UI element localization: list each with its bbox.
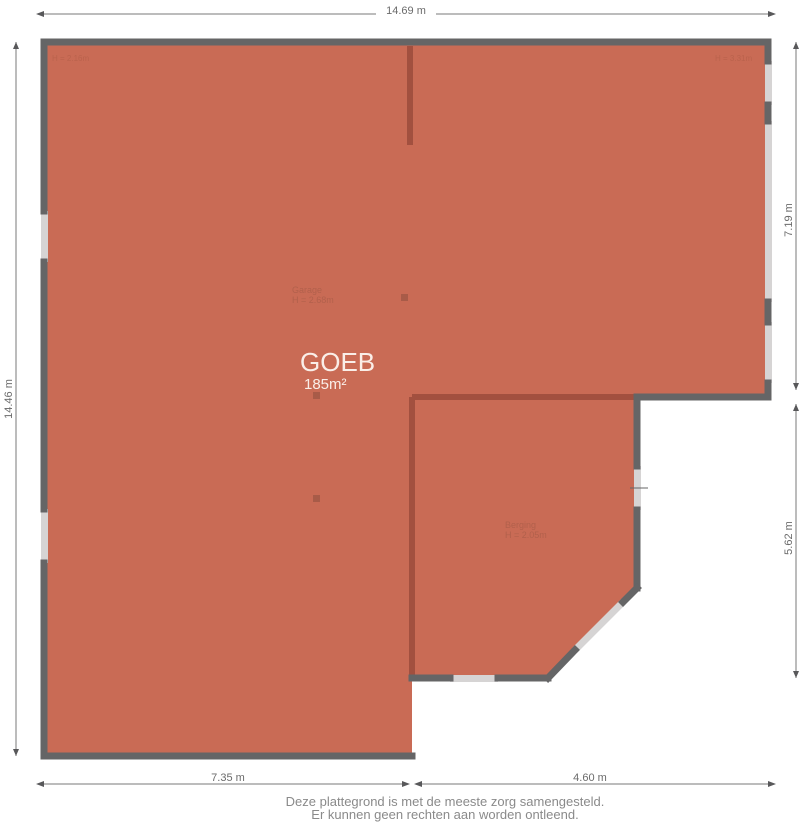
svg-text:185m²: 185m² [304,376,347,393]
svg-text:H = 3.31m: H = 3.31m [715,54,752,63]
svg-text:GOEB: GOEB [300,347,375,377]
svg-text:H = 2.16m: H = 2.16m [52,54,89,63]
svg-text:H = 2.05m: H = 2.05m [505,530,547,540]
svg-text:Garage: Garage [292,285,322,295]
svg-text:Berging: Berging [505,520,536,530]
svg-text:7.35 m: 7.35 m [211,772,245,784]
svg-text:14.46 m: 14.46 m [3,379,15,419]
svg-text:14.69 m: 14.69 m [386,5,426,17]
svg-text:7.19 m: 7.19 m [783,203,795,237]
svg-text:Er kunnen geen rechten aan wor: Er kunnen geen rechten aan worden ontlee… [311,807,578,822]
svg-text:4.60 m: 4.60 m [573,772,607,784]
svg-text:5.62 m: 5.62 m [783,521,795,555]
svg-text:H = 2.68m: H = 2.68m [292,295,334,305]
